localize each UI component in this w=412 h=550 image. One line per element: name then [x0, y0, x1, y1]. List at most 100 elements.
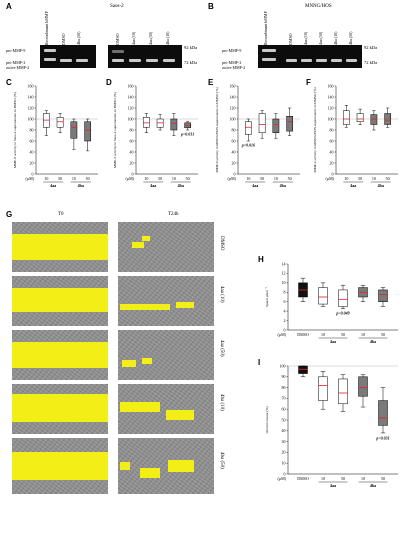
panel-label-g: G: [6, 210, 13, 219]
y-tick-label: 100: [230, 116, 236, 121]
scratch-t0-4aa10: [12, 276, 108, 326]
gel-a-label-active-mmp2: active MMP-2: [6, 65, 30, 70]
p-value-annotation: p=0.031: [180, 132, 194, 137]
panel-label-b: B: [208, 2, 214, 11]
category-label: 50: [260, 176, 264, 181]
y-axis-label: Speed µm.h⁻¹: [265, 287, 269, 307]
group-label: 4aa: [150, 183, 156, 188]
panel-label-e: E: [208, 78, 214, 87]
y-tick-label: 0: [284, 327, 286, 332]
y-tick-label: 80: [232, 127, 236, 132]
y-tick-label: 120: [28, 105, 34, 110]
panel-label-i: I: [258, 358, 261, 367]
category-label: 10: [372, 176, 376, 181]
box: [272, 118, 280, 133]
box: [170, 118, 178, 131]
y-tick-label: 100: [28, 116, 34, 121]
gel-b-title: MNNG/HOS: [305, 4, 332, 9]
y-tick-label: 6: [284, 299, 286, 304]
scratch-t0-4aa50: [12, 330, 108, 380]
scratch-t24-4ba10: [118, 384, 214, 434]
category-label: 10: [361, 476, 365, 481]
scratch-t24-dmso: [118, 222, 214, 272]
y-tick-label: 8: [284, 290, 286, 295]
group-label: 4ba: [178, 183, 184, 188]
y-tick-label: 20: [30, 160, 34, 165]
y-tick-label: 120: [328, 105, 334, 110]
panel-label-h: H: [258, 255, 264, 264]
gel-a-lane-5: 4aa (10): [131, 31, 136, 45]
category-label: 10: [321, 332, 325, 337]
y-tick-label: 60: [330, 138, 334, 143]
y-tick-label: 60: [282, 407, 286, 412]
category-label: 10: [344, 176, 348, 181]
group-label: 4aa: [330, 483, 336, 488]
group-label: 4ba: [78, 183, 84, 188]
scratch-t24-4ba50: [118, 438, 214, 494]
gel-a-lane-2: DMSO: [61, 33, 66, 45]
gel-b-lane-4: 4aa (50): [318, 31, 323, 45]
y-tick-label: 60: [30, 138, 34, 143]
box: [142, 117, 150, 128]
chart-f: MMP-2 activity in MNNG/HOS supernatants …: [313, 83, 398, 188]
y-axis-label: MMP-9 activity in MNNG/HOS supernatants …: [215, 87, 219, 173]
group-label: 4ba: [370, 483, 376, 488]
category-label: 50: [386, 176, 390, 181]
gel-a-lane-1: Recombinant hMMP: [44, 11, 49, 45]
y-tick-label: 0: [234, 171, 236, 176]
category-label: 50: [341, 476, 345, 481]
gel-b: [258, 45, 362, 68]
y-tick-label: 20: [130, 160, 134, 165]
category-label: DMSO: [297, 332, 309, 337]
y-axis-label: Wound closure (%): [265, 406, 269, 434]
y-tick-label: 160: [28, 83, 34, 88]
scratch-col-t0: T0: [58, 212, 64, 217]
chart-i: Wound closure (%) 0 10 20 30 40 50 60 70 80 90 100 (…: [265, 363, 398, 488]
gel-b-label-active-mmp2: active MMP-2: [222, 65, 246, 70]
gel-b-lane-5: 4ba (10): [333, 31, 338, 45]
gel-a-kda-92: 92 kDa: [184, 45, 198, 50]
box: [70, 121, 78, 139]
y-tick-label: 0: [132, 171, 134, 176]
category-label: 10: [361, 332, 365, 337]
category-label: 50: [86, 176, 90, 181]
gel-a-right: [108, 45, 182, 68]
y-tick-label: 10: [282, 280, 286, 285]
y-axis-label: MMP-9 activity in Saos-2 supernatants vs…: [13, 91, 17, 168]
box: [244, 121, 252, 135]
y-tick-label: 100: [128, 116, 134, 121]
y-tick-label: 160: [128, 83, 134, 88]
y-tick-label: 0: [332, 171, 334, 176]
y-tick-label: 20: [282, 450, 286, 455]
category-label: 50: [341, 332, 345, 337]
y-tick-label: 140: [128, 94, 134, 99]
box: [338, 289, 348, 307]
box: [378, 400, 388, 426]
category-label: 10: [246, 176, 250, 181]
scratch-col-t24: T24h: [168, 212, 179, 217]
y-tick-label: 2: [284, 318, 286, 323]
chart-d: MMP-2 activity in Saos-2 supernatants vs…: [113, 83, 198, 188]
y-tick-label: 10: [282, 461, 286, 466]
box: [378, 289, 388, 302]
category-label: DMSO: [297, 476, 309, 481]
y-tick-label: 30: [282, 439, 286, 444]
category-label: 10: [144, 176, 148, 181]
y-tick-label: 20: [232, 160, 236, 165]
y-tick-label: 80: [130, 127, 134, 132]
gel-a-kda-72: 72 kDa: [184, 60, 198, 65]
scratch-t24-4aa50: [118, 330, 214, 380]
y-tick-label: 100: [328, 116, 334, 121]
group-label: 4aa: [50, 183, 56, 188]
panel-label-a: A: [6, 2, 12, 11]
unit-label: (µM): [325, 176, 334, 181]
gel-b-label-pro-mmp9: pro-MMP-9: [222, 48, 242, 53]
box: [56, 117, 64, 128]
unit-label: (µM): [227, 176, 236, 181]
box: [318, 376, 328, 401]
category-label: 50: [381, 476, 385, 481]
y-tick-label: 40: [330, 149, 334, 154]
y-tick-label: 90: [282, 374, 286, 379]
y-tick-label: 40: [30, 149, 34, 154]
category-label: 10: [172, 176, 176, 181]
